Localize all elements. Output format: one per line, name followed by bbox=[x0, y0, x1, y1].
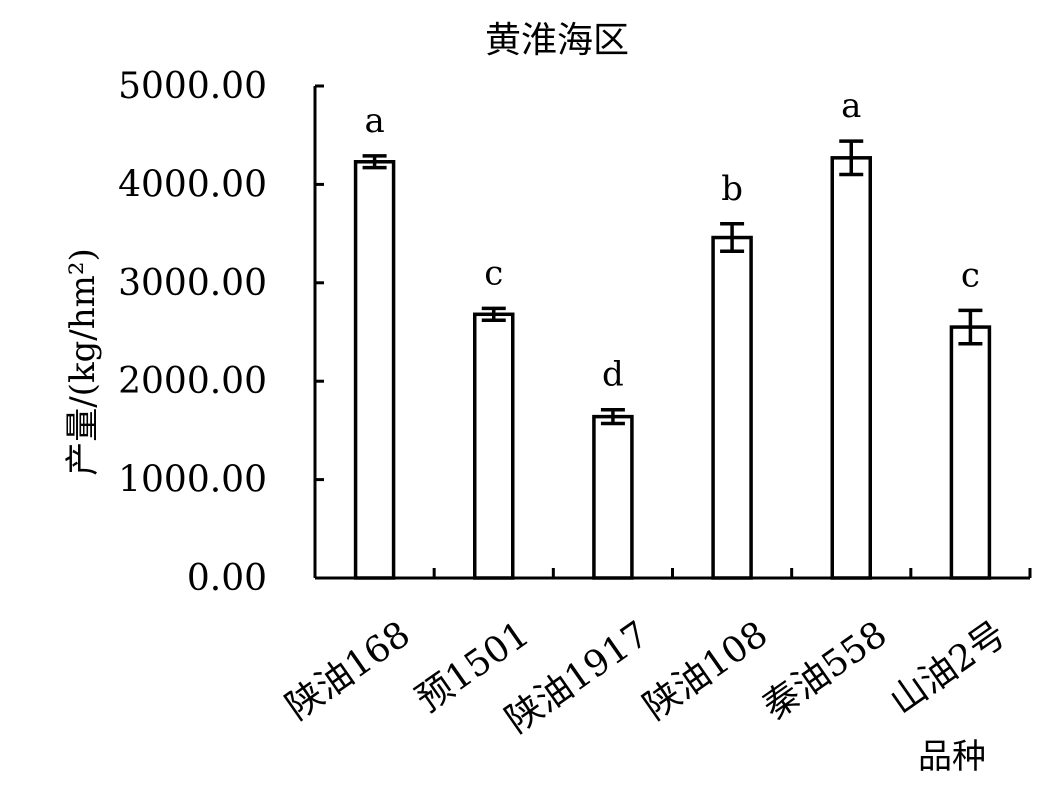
x-tick-label: 陕油168 bbox=[279, 614, 418, 728]
y-tick-label: 1000.00 bbox=[118, 460, 267, 501]
y-tick-label: 5000.00 bbox=[118, 66, 267, 107]
x-tick-label: 陕油108 bbox=[636, 614, 775, 728]
x-tick-label: 秦油558 bbox=[756, 614, 895, 728]
significance-label: c bbox=[484, 253, 503, 293]
bar bbox=[473, 312, 515, 580]
y-tick-label: 2000.00 bbox=[118, 361, 267, 402]
significance-label: a bbox=[364, 101, 384, 141]
y-axis: 0.00 1000.00 2000.00 3000.00 4000.00 5000.00 bbox=[118, 66, 324, 599]
y-tick-label: 4000.00 bbox=[118, 164, 267, 205]
significance-label: b bbox=[721, 169, 743, 209]
x-tick-label: 山油2号 bbox=[883, 614, 1014, 723]
bar bbox=[830, 156, 872, 580]
significance-label: a bbox=[841, 86, 861, 126]
y-tick-label: 0.00 bbox=[187, 558, 267, 599]
bars: a c d b a c bbox=[353, 86, 992, 580]
y-tick-label: 3000.00 bbox=[118, 263, 267, 304]
x-axis-label: 品种 bbox=[918, 737, 986, 777]
bar bbox=[711, 235, 753, 580]
bar bbox=[949, 325, 992, 580]
chart-title: 黄淮海区 bbox=[485, 20, 629, 61]
bar bbox=[353, 160, 396, 580]
significance-label: d bbox=[602, 355, 624, 395]
bar bbox=[592, 414, 634, 580]
significance-label: c bbox=[961, 255, 980, 295]
y-axis-label: 产量/(kg/hm²) bbox=[63, 248, 103, 476]
